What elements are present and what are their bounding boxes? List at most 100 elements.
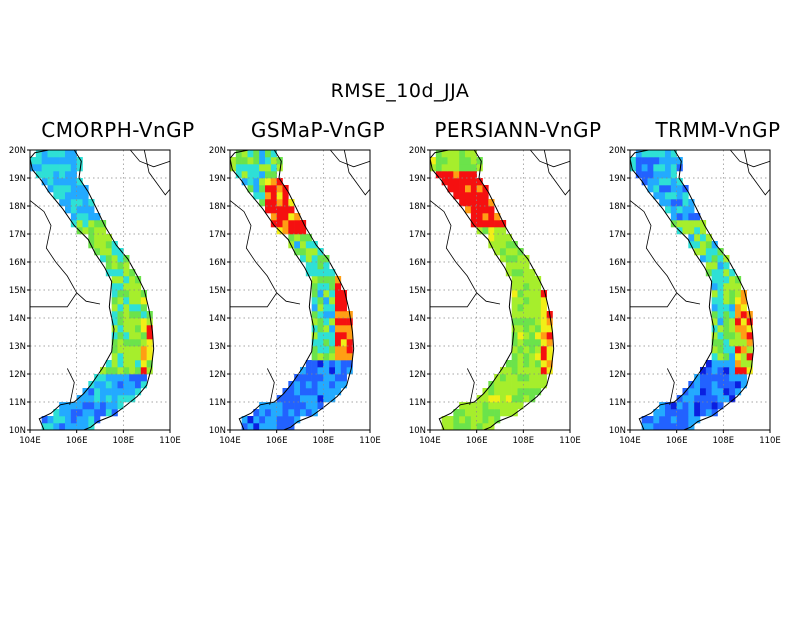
rmse-cell [505, 381, 512, 389]
rmse-cell [53, 416, 60, 424]
rmse-cell [665, 157, 672, 165]
rmse-cell [323, 325, 330, 333]
lat-tick-label: 15N [409, 286, 426, 296]
rmse-cell [88, 234, 95, 242]
rmse-cell [688, 234, 695, 242]
rmse-cell [305, 402, 312, 410]
rmse-cell [665, 192, 672, 200]
rmse-cell [729, 276, 736, 284]
rmse-cell [117, 332, 124, 340]
rmse-cell [47, 185, 54, 193]
rmse-cell [76, 157, 83, 165]
rmse-cell [41, 178, 48, 186]
rmse-cell [523, 360, 530, 368]
rmse-cell [82, 227, 89, 235]
rmse-cell [259, 199, 266, 207]
rmse-cell [529, 318, 536, 326]
rmse-cell [30, 164, 37, 172]
rmse-cell [276, 402, 283, 410]
rmse-cell [682, 213, 689, 221]
rmse-cell [735, 367, 742, 375]
rmse-cell [717, 367, 724, 375]
rmse-cell [529, 297, 536, 305]
rmse-cell [140, 290, 147, 298]
panel-title-persiann: PERSIANN-VnGP [434, 118, 602, 142]
rmse-cell [505, 367, 512, 375]
rmse-cell [694, 227, 701, 235]
rmse-cell [476, 206, 483, 214]
rmse-cell [676, 192, 683, 200]
rmse-cell [300, 374, 307, 382]
rmse-cell [346, 332, 353, 340]
rmse-cell [82, 220, 89, 228]
rmse-cell [276, 395, 283, 403]
rmse-cell [329, 318, 336, 326]
rmse-cell [517, 248, 524, 256]
rmse-cell [500, 402, 507, 410]
lat-tick-label: 19N [409, 174, 426, 184]
rmse-cell [665, 416, 672, 424]
gridlines [30, 150, 170, 430]
rmse-cell [694, 374, 701, 382]
rmse-cell [517, 395, 524, 403]
rmse-cell [488, 206, 495, 214]
lat-tick-label: 18N [409, 202, 426, 212]
rmse-cell [723, 297, 730, 305]
rmse-cell [465, 171, 472, 179]
rmse-cell [282, 227, 289, 235]
rmse-cell [288, 227, 295, 235]
rmse-cell [447, 171, 454, 179]
rmse-cell [117, 367, 124, 375]
rmse-cell [94, 213, 101, 221]
rmse-cell [465, 185, 472, 193]
rmse-cell [259, 185, 266, 193]
rmse-cell [329, 290, 336, 298]
lon-tick-label: 108E [113, 436, 135, 446]
rmse-cell [470, 171, 477, 179]
rmse-cell [270, 185, 277, 193]
rmse-cell [517, 255, 524, 263]
rmse-cell [540, 304, 547, 312]
gridlines [430, 150, 570, 430]
rmse-cell [47, 150, 54, 158]
rmse-cell [323, 304, 330, 312]
rmse-cell [470, 416, 477, 424]
rmse-cell [682, 402, 689, 410]
rmse-cell [511, 269, 518, 277]
rmse-cell [129, 388, 136, 396]
rmse-cell [230, 164, 237, 172]
rmse-cell [653, 178, 660, 186]
rmse-cell [323, 374, 330, 382]
rmse-cell [282, 199, 289, 207]
rmse-cell [740, 360, 747, 368]
rmse-cell [53, 185, 60, 193]
rmse-cell [135, 353, 142, 361]
lon-tick-label: 110E [559, 436, 581, 446]
rmse-cell [117, 297, 124, 305]
rmse-cell [729, 283, 736, 291]
rmse-cell [659, 192, 666, 200]
rmse-cell [682, 206, 689, 214]
rmse-cell [705, 367, 712, 375]
rmse-cell [111, 325, 118, 333]
rmse-cell [653, 164, 660, 172]
rmse-cell [711, 241, 718, 249]
rmse-cell [259, 402, 266, 410]
rmse-cell [335, 388, 342, 396]
rmse-cell [70, 402, 77, 410]
rmse-cell [111, 311, 118, 319]
rmse-cell [100, 220, 107, 228]
rmse-cell [247, 150, 254, 158]
rmse-cell [76, 423, 83, 431]
rmse-cell [323, 381, 330, 389]
rmse-cell [735, 276, 742, 284]
rmse-cell [311, 374, 318, 382]
rmse-cell [529, 374, 536, 382]
rmse-cell [729, 381, 736, 389]
rmse-cell [94, 374, 101, 382]
rmse-cell [340, 353, 347, 361]
panel-cmorph: CMORPH-VnGP 104E 106E 108E 110E 10N 11N 12N 13N… [9, 118, 218, 448]
rmse-cell [665, 178, 672, 186]
rmse-cell [459, 171, 466, 179]
rmse-cell [529, 395, 536, 403]
